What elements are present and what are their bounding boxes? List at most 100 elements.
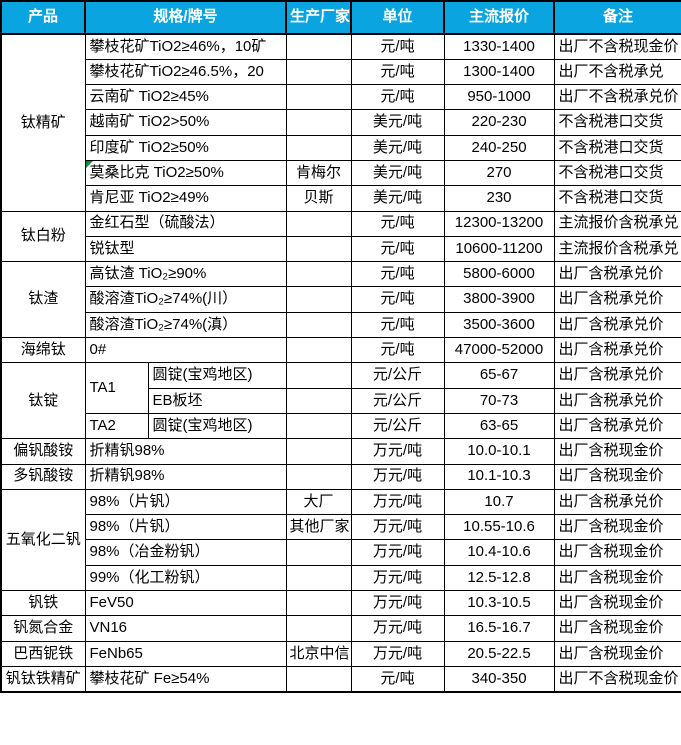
table-row: 偏钒酸铵 折精钒98% 万元/吨 10.0-10.1 出厂含税现金价 [0, 438, 681, 465]
col-header-unit: 单位 [350, 0, 446, 35]
spec-cell: 酸溶渣TiO₂≥74%(川） [84, 286, 287, 313]
unit-cell: 万元/吨 [350, 463, 445, 490]
note-cell: 出厂含税承兑价 [553, 261, 681, 288]
table-row: 酸溶渣TiO₂≥74%(滇） 元/吨 3500-3600 出厂含税承兑价 [1, 311, 681, 339]
price-cell: 10.0-10.1 [443, 438, 555, 465]
spec-cell: 99%（化工粉钒） [84, 564, 287, 592]
price-cell: 16.5-16.7 [443, 615, 555, 642]
price-cell: 10.55-10.6 [443, 514, 555, 541]
note-cell: 出厂含税现金价 [553, 463, 681, 490]
maker-cell [285, 109, 352, 136]
unit-cell: 美元/吨 [350, 185, 445, 212]
table-row: 攀枝花矿TiO2≥46.5%，20 元/吨 1300-1400 出厂不含税承兑 [1, 58, 681, 86]
spec-cell: 98%（片钒） [84, 488, 287, 516]
unit-cell: 万元/吨 [350, 539, 445, 566]
unit-cell: 万元/吨 [350, 615, 445, 642]
unit-cell: 万元/吨 [350, 640, 445, 667]
unit-cell: 万元/吨 [350, 564, 445, 592]
price-cell: 240-250 [443, 134, 555, 161]
header-row: 产品 规格/牌号 生产厂家 单位 主流报价 备注 [0, 0, 681, 35]
note-cell: 不含税港口交货 [553, 134, 681, 161]
price-cell: 10.4-10.6 [443, 539, 555, 566]
spec-cell: 酸溶渣TiO₂≥74%(滇） [84, 311, 287, 339]
maker-cell [285, 33, 352, 60]
spec-form-cell: 圆锭(宝鸡地区) [147, 362, 287, 389]
price-cell: 950-1000 [443, 84, 555, 111]
price-cell: 270 [443, 159, 555, 187]
table-row: 99%（化工粉钒） 万元/吨 12.5-12.8 出厂含税现金价 [1, 564, 681, 592]
price-cell: 3500-3600 [443, 311, 555, 339]
note-cell: 出厂含税现金价 [553, 539, 681, 566]
table-row: 98%（片钒） 其他厂家 万元/吨 10.55-10.6 出厂含税现金价 [1, 514, 681, 541]
note-cell: 出厂不含税承兑价 [553, 84, 681, 111]
unit-cell: 元/吨 [350, 84, 445, 111]
note-cell: 出厂含税承兑价 [553, 362, 681, 389]
product-cell: 海绵钛 [0, 337, 86, 364]
col-header-price: 主流报价 [443, 0, 556, 35]
spec-text: 莫桑比克 TiO2≥50% [89, 163, 224, 181]
product-cell: 钛白粉 [0, 210, 86, 263]
price-cell: 10.7 [443, 488, 555, 516]
col-header-spec: 规格/牌号 [83, 0, 288, 35]
maker-cell [285, 463, 352, 490]
maker-cell [285, 235, 352, 263]
note-cell: 出厂含税承兑价 [553, 488, 681, 516]
note-cell: 出厂含税承兑价 [553, 311, 681, 339]
table-row: TA2 圆锭(宝鸡地区) 元/公斤 63-65 出厂含税承兑价 [1, 412, 681, 440]
note-cell: 不含税港口交货 [553, 159, 681, 187]
unit-cell: 元/吨 [350, 286, 445, 313]
price-cell: 3800-3900 [443, 286, 555, 313]
product-cell: 多钒酸铵 [0, 463, 86, 490]
spec-cell: VN16 [84, 615, 287, 642]
table-row: 五氧化二钒 98%（片钒） 大厂 万元/吨 10.7 出厂含税承兑价 [0, 488, 681, 592]
unit-cell: 元/吨 [350, 337, 445, 364]
maker-cell [285, 134, 352, 161]
table-row: 肯尼亚 TiO2≥49% 贝斯 美元/吨 230 不含税港口交货 [1, 185, 681, 212]
spec-cell: 云南矿 TiO2≥45% [84, 84, 287, 111]
spec-cell: 越南矿 TiO2>50% [84, 109, 287, 136]
note-cell: 出厂含税现金价 [553, 514, 681, 541]
col-header-note: 备注 [553, 0, 681, 35]
maker-cell [285, 412, 352, 440]
unit-cell: 万元/吨 [350, 438, 445, 465]
table-row: 钒氮合金 VN16 万元/吨 16.5-16.7 出厂含税现金价 [0, 615, 681, 642]
maker-cell [285, 286, 352, 313]
maker-cell [285, 539, 352, 566]
table-row: 钛渣 高钛渣 TiO₂≥90% 元/吨 5800-6000 出厂含税承兑价 [0, 261, 681, 339]
table-row: 钛锭 TA1 圆锭(宝鸡地区) 元/公斤 65-67 出厂含税承兑价 [0, 362, 681, 440]
table-row: 越南矿 TiO2>50% 美元/吨 220-230 不含税港口交货 [1, 109, 681, 136]
maker-cell [285, 590, 352, 617]
spec-cell: 莫桑比克 TiO2≥50% [84, 159, 287, 187]
table-header: 产品 规格/牌号 生产厂家 单位 主流报价 备注 [0, 0, 681, 35]
note-cell: 出厂含税现金价 [553, 615, 681, 642]
product-cell: 钛渣 [0, 261, 86, 339]
product-cell: 钒铁 [0, 590, 86, 617]
note-cell: 出厂含税承兑价 [553, 387, 681, 414]
product-cell: 钒钛铁精矿 [0, 665, 86, 693]
table-row: 莫桑比克 TiO2≥50% 肯梅尔 美元/吨 270 不含税港口交货 [1, 159, 681, 187]
maker-cell [285, 615, 352, 642]
product-cell: 钒氮合金 [0, 615, 86, 642]
spec-cell: 印度矿 TiO2≥50% [84, 134, 287, 161]
maker-cell [285, 438, 352, 465]
price-cell: 220-230 [443, 109, 555, 136]
table-row: 多钒酸铵 折精钒98% 万元/吨 10.1-10.3 出厂含税现金价 [0, 463, 681, 490]
price-cell: 63-65 [443, 412, 555, 440]
note-cell: 不含税港口交货 [553, 185, 681, 212]
spec-cell: FeNb65 [84, 640, 287, 667]
note-cell: 主流报价含税承兑 [553, 210, 681, 237]
note-cell: 出厂含税承兑价 [553, 337, 681, 364]
spec-cell: 肯尼亚 TiO2≥49% [84, 185, 287, 212]
spec-cell: 攀枝花矿TiO2≥46%，10矿 [84, 33, 287, 60]
spec-cell: 攀枝花矿 Fe≥54% [84, 665, 287, 693]
col-header-maker: 生产厂家 [285, 0, 353, 35]
unit-cell: 元/吨 [350, 33, 445, 60]
maker-cell: 肯梅尔 [285, 159, 352, 187]
comment-marker-icon [86, 161, 93, 168]
unit-cell: 美元/吨 [350, 159, 445, 187]
spec-cell: 金红石型（硫酸法） [84, 210, 287, 237]
spec-cell: FeV50 [84, 590, 287, 617]
table-row: 巴西铌铁 FeNb65 北京中信 万元/吨 20.5-22.5 出厂含税现金价 [0, 640, 681, 667]
product-cell: 五氧化二钒 [0, 488, 86, 592]
product-cell: 偏钒酸铵 [0, 438, 86, 465]
